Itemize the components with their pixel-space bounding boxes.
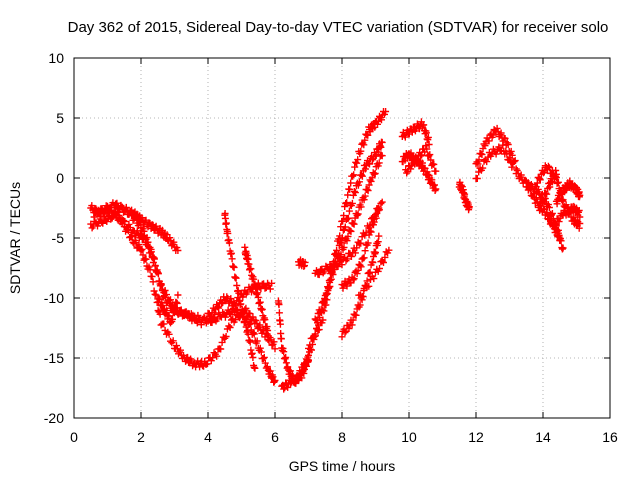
y-tick-label: -10 <box>44 290 64 306</box>
y-tick-label: -5 <box>52 230 65 246</box>
series-arc6 <box>221 210 259 372</box>
plus-markers <box>355 246 393 300</box>
series-arc20 <box>402 142 440 177</box>
x-tick-label: 2 <box>137 429 145 445</box>
x-tick-label: 12 <box>468 429 484 445</box>
x-tick-label: 14 <box>535 429 551 445</box>
x-tick-label: 16 <box>602 429 618 445</box>
y-axis-label: SDTVAR / TECUs <box>7 182 23 294</box>
plus-markers <box>278 353 312 393</box>
y-tick-label: 10 <box>48 50 64 66</box>
x-axis-ticks: 0 2 4 6 8 10 12 14 16 <box>70 58 618 445</box>
plus-markers <box>241 243 272 340</box>
plus-markers <box>221 210 259 372</box>
data-points <box>87 108 584 393</box>
y-tick-label: 0 <box>56 170 64 186</box>
series-arc15 <box>338 204 383 292</box>
series-arc22 <box>472 124 520 173</box>
plus-markers <box>90 202 276 329</box>
plus-markers <box>455 178 473 214</box>
x-axis-label: GPS time / hours <box>289 458 396 474</box>
plus-markers <box>398 118 433 148</box>
x-tick-label: 6 <box>271 429 279 445</box>
series-arc9 <box>278 353 312 393</box>
plus-markers <box>472 124 520 173</box>
series-arc7 <box>241 243 272 340</box>
plus-markers <box>154 291 182 327</box>
series-arc10 <box>295 256 309 270</box>
x-tick-label: 8 <box>338 429 346 445</box>
x-tick-label: 4 <box>204 429 212 445</box>
series-arc3 <box>90 202 276 329</box>
series-arc19 <box>398 118 433 148</box>
y-tick-label: -15 <box>44 350 64 366</box>
series-arc23 <box>472 141 517 182</box>
plus-markers <box>549 202 584 230</box>
y-tick-label: -20 <box>44 410 64 426</box>
series-arc21 <box>455 178 473 214</box>
chart-title: Day 362 of 2015, Sidereal Day-to-day VTE… <box>68 19 609 36</box>
plus-markers <box>402 142 440 177</box>
plus-markers <box>552 177 584 208</box>
plus-markers <box>472 141 517 182</box>
series-arc29 <box>536 167 560 214</box>
y-tick-label: 5 <box>56 110 64 126</box>
series-arc17 <box>355 246 393 300</box>
series-arc28 <box>552 177 584 208</box>
plus-markers <box>536 167 560 214</box>
y-axis-ticks: 10 5 0 -5 -10 -15 -20 <box>44 50 610 426</box>
x-tick-label: 0 <box>70 429 78 445</box>
plus-markers <box>117 201 182 254</box>
series-arc5 <box>154 291 182 327</box>
x-tick-label: 10 <box>401 429 417 445</box>
plus-markers <box>338 204 383 292</box>
series-arc4 <box>117 201 182 254</box>
plus-markers <box>295 256 309 270</box>
series-arc27 <box>549 202 584 230</box>
